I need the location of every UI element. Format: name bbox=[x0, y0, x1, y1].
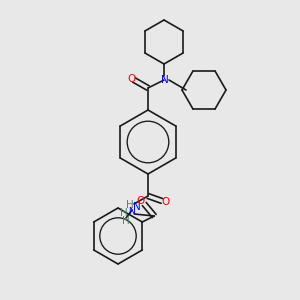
Text: H: H bbox=[122, 216, 130, 226]
Text: O: O bbox=[128, 74, 136, 84]
Text: O: O bbox=[161, 197, 169, 207]
Text: N: N bbox=[161, 75, 169, 85]
Text: H: H bbox=[126, 200, 134, 210]
Text: N: N bbox=[133, 202, 141, 212]
Text: H: H bbox=[120, 208, 128, 218]
Text: N: N bbox=[128, 206, 135, 215]
Text: O: O bbox=[136, 196, 144, 206]
